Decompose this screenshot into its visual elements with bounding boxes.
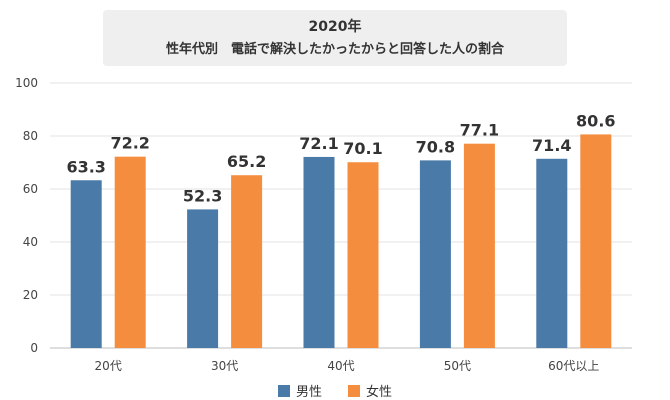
bar-male xyxy=(70,180,102,348)
x-tick-label: 40代 xyxy=(327,359,354,373)
x-tick-label: 30代 xyxy=(211,359,238,373)
data-label: 77.1 xyxy=(460,121,499,140)
bar-male xyxy=(419,160,451,348)
bar-female xyxy=(231,175,263,348)
data-label: 65.2 xyxy=(227,152,266,171)
x-tick-label: 50代 xyxy=(444,359,471,373)
legend-label-female: 女性 xyxy=(366,385,393,400)
bar-male xyxy=(303,156,335,348)
y-tick-label: 40 xyxy=(23,235,38,249)
chart-title-box: 2020年 性年代別 電話で解決したかったからと回答した人の割合 xyxy=(103,10,567,66)
chart-title: 2020年 xyxy=(308,19,362,35)
y-tick-label: 20 xyxy=(23,288,38,302)
legend-label-male: 男性 xyxy=(295,385,322,400)
data-label: 72.2 xyxy=(110,134,149,153)
data-label: 70.8 xyxy=(416,137,455,156)
y-tick-label: 80 xyxy=(23,129,38,143)
data-label: 70.1 xyxy=(343,139,382,158)
data-label: 80.6 xyxy=(576,111,615,130)
legend-item-female: 女性 xyxy=(348,381,392,400)
legend: 男性 女性 xyxy=(0,381,670,400)
bar-male xyxy=(187,209,219,348)
data-label: 63.3 xyxy=(66,157,105,176)
bar-male xyxy=(536,158,568,348)
y-tick-label: 100 xyxy=(15,76,38,90)
data-label: 52.3 xyxy=(183,186,222,205)
chart-subtitle: 性年代別 電話で解決したかったからと回答した人の割合 xyxy=(165,42,504,57)
data-label: 71.4 xyxy=(532,136,571,155)
legend-item-male: 男性 xyxy=(277,381,322,400)
bar-female xyxy=(463,143,495,348)
bar-female xyxy=(347,162,379,348)
legend-swatch-female xyxy=(348,384,360,397)
x-tick-label: 60代以上 xyxy=(548,359,599,373)
bar-female xyxy=(114,156,146,348)
bar-female xyxy=(580,134,612,348)
legend-swatch-male xyxy=(277,384,290,397)
y-tick-label: 60 xyxy=(23,182,38,196)
y-tick-label: 0 xyxy=(30,341,38,355)
data-label: 72.1 xyxy=(299,134,338,153)
x-tick-label: 20代 xyxy=(95,359,122,373)
